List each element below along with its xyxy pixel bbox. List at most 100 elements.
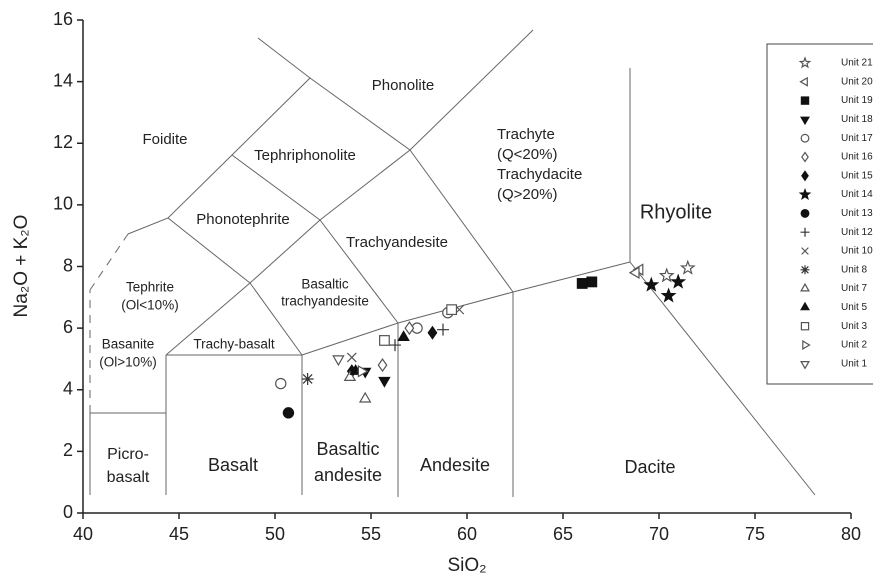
marker [378, 376, 391, 388]
field-label: Rhyolite [640, 201, 712, 223]
field-label: Trachy-basalt [193, 337, 275, 352]
marker [377, 358, 388, 373]
y-axis-label: Na₂O + K₂O [11, 215, 32, 318]
field-label: Basaltic [316, 439, 379, 459]
x-tick-label: 70 [649, 524, 669, 544]
marker [446, 304, 458, 316]
field-label: Trachyandesite [346, 234, 448, 251]
legend-label: Unit 12 [841, 227, 873, 238]
legend-box [766, 43, 873, 385]
point [658, 267, 675, 283]
marker [282, 407, 295, 419]
field-boundaries [89, 29, 816, 497]
field-label: trachyandesite [281, 294, 369, 309]
marker [800, 96, 810, 105]
field-label: Phonolite [372, 77, 435, 94]
field-label: (Ol<10%) [121, 298, 178, 313]
legend-label: Unit 20 [841, 76, 873, 87]
x-tick-label: 60 [457, 524, 477, 544]
legend-label: Unit 19 [841, 95, 873, 106]
marker [404, 321, 415, 336]
legend-label: Unit 21 [841, 58, 873, 69]
point [446, 304, 458, 316]
point [437, 323, 449, 336]
legend-label: Unit 14 [841, 189, 873, 200]
field-label: Basalt [208, 455, 258, 475]
marker [800, 265, 810, 275]
legend-label: Unit 16 [841, 152, 873, 163]
y-tick-label: 4 [63, 379, 73, 399]
point [346, 352, 357, 363]
field-label: Tephrite [126, 280, 174, 295]
marker [798, 187, 812, 200]
legend-label: Unit 8 [841, 264, 868, 275]
x-tick-label: 40 [73, 524, 93, 544]
legend-label: Unit 18 [841, 114, 873, 125]
marker [427, 325, 438, 340]
point [660, 287, 677, 303]
legend-label: Unit 5 [841, 302, 868, 313]
legend-label: Unit 3 [841, 321, 868, 332]
marker [800, 282, 810, 292]
marker [379, 335, 390, 346]
marker [301, 372, 314, 385]
y-tick-label: 12 [53, 132, 73, 152]
point [586, 276, 598, 288]
marker [397, 330, 410, 341]
field-label: Phonotephrite [196, 211, 289, 228]
marker [346, 352, 357, 363]
x-tick-label: 50 [265, 524, 285, 544]
y-tick-label: 6 [63, 317, 73, 337]
marker [658, 267, 675, 283]
point [301, 372, 314, 385]
marker [389, 339, 401, 352]
marker [643, 276, 660, 292]
legend-label: Unit 10 [841, 246, 873, 257]
marker [576, 278, 588, 289]
x-tick-label: 75 [745, 524, 765, 544]
point [358, 391, 372, 403]
field-label: Trachydacite [497, 166, 582, 183]
marker [800, 116, 810, 126]
marker [800, 361, 810, 370]
field-label: andesite [314, 465, 382, 485]
field-label: Picro- [107, 446, 149, 463]
legend-label: Unit 1 [841, 358, 868, 369]
marker [670, 273, 687, 289]
marker [275, 377, 287, 390]
point [332, 355, 345, 367]
y-tick-label: 10 [53, 194, 73, 214]
field-label: Andesite [420, 455, 490, 475]
marker [679, 259, 696, 275]
x-tick-label: 45 [169, 524, 189, 544]
x-tick-label: 55 [361, 524, 381, 544]
point [404, 321, 415, 336]
point [357, 365, 369, 378]
point [389, 339, 401, 352]
boundary [249, 282, 303, 356]
boundary [409, 29, 534, 151]
y-tick-label: 16 [53, 9, 73, 29]
point [275, 377, 287, 390]
y-tick-label: 8 [63, 255, 73, 275]
field-label: Basanite [102, 337, 155, 352]
point [343, 370, 357, 381]
point [377, 358, 388, 373]
boundary [167, 154, 321, 284]
marker [358, 391, 372, 403]
x-axis-label: SiO₂ [447, 555, 486, 576]
legend-label: Unit 2 [841, 340, 868, 351]
field-label: basalt [107, 469, 150, 486]
marker [800, 227, 810, 237]
marker [628, 266, 640, 279]
marker [801, 151, 809, 163]
legend-label: Unit 15 [841, 170, 873, 181]
marker [800, 133, 810, 143]
field-label: (Q<20%) [497, 146, 557, 163]
field-label: Tephriphonolite [254, 147, 356, 164]
y-tick-label: 14 [53, 70, 73, 90]
marker [800, 301, 810, 311]
field-label: (Ol>10%) [99, 355, 156, 370]
